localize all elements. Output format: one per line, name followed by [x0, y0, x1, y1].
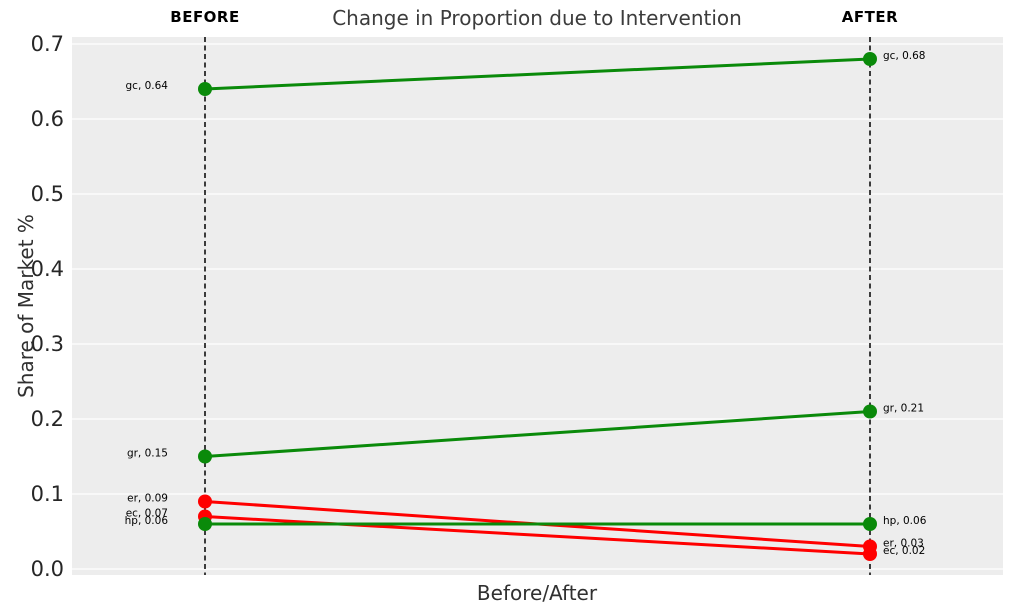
annotation-hp-after: hp, 0.06	[883, 515, 927, 527]
data-point-gr-after	[863, 404, 877, 419]
after-column-header: AFTER	[841, 8, 899, 26]
y-tick-label-0.1: 0.1	[31, 482, 64, 506]
x-axis-label: Before/After	[476, 581, 598, 605]
before-column-header: BEFORE	[170, 8, 240, 26]
data-point-hp-before	[198, 517, 212, 531]
chart-title: Change in Proportion due to Intervention	[332, 6, 742, 30]
annotation-hp-before: hp, 0.06	[125, 515, 169, 527]
y-tick-label-0.2: 0.2	[31, 407, 64, 431]
data-point-hp-after	[863, 517, 877, 531]
y-tick-label-0.3: 0.3	[31, 332, 64, 356]
annotation-ec-after: ec, 0.02	[883, 545, 925, 557]
data-point-ec-after	[863, 547, 877, 561]
annotation-gc-after: gc, 0.68	[883, 50, 926, 62]
y-tick-label-0.5: 0.5	[31, 182, 64, 206]
data-point-gc-after	[863, 52, 877, 66]
data-point-gr-before	[198, 449, 212, 464]
y-axis-label: Share of Market %	[14, 214, 38, 398]
annotation-gr-after: gr, 0.21	[883, 403, 924, 415]
data-point-er-before	[198, 494, 212, 509]
y-tick-label-0.4: 0.4	[31, 257, 64, 281]
annotation-gr-before: gr, 0.15	[127, 448, 168, 460]
y-tick-label-0.6: 0.6	[31, 107, 64, 131]
data-point-gc-before	[198, 82, 212, 96]
annotation-ec-before: ec, 0.07	[126, 508, 168, 520]
series-line-gr	[204, 410, 871, 458]
annotation-er-before: er, 0.09	[127, 493, 168, 505]
annotation-gc-before: gc, 0.64	[126, 80, 169, 92]
y-tick-label-0.7: 0.7	[31, 32, 64, 56]
annotation-er-after: er, 0.03	[883, 538, 924, 550]
y-tick-label-0.0: 0.0	[31, 557, 64, 581]
series-line-gc	[204, 57, 871, 91]
plot-area-background	[72, 37, 1003, 575]
